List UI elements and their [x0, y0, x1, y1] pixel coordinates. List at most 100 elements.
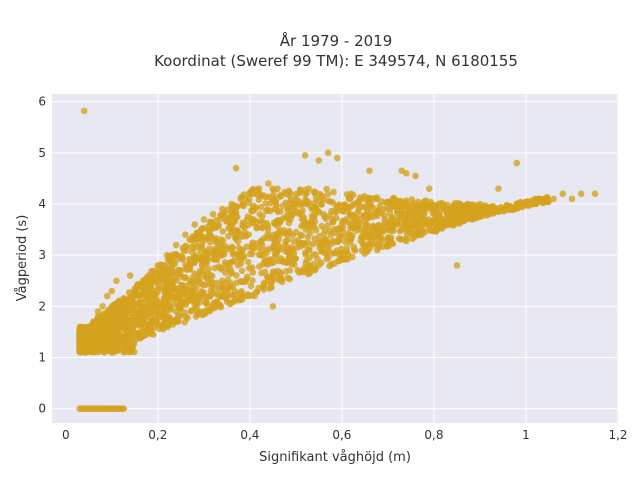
data-point [237, 260, 245, 267]
data-point [261, 259, 268, 266]
data-point [117, 405, 125, 413]
data-point [112, 336, 119, 344]
data-point [148, 290, 155, 297]
data-point [317, 259, 325, 267]
data-point [140, 291, 147, 299]
data-point [92, 343, 99, 351]
data-point [206, 271, 214, 279]
data-point [263, 249, 270, 257]
data-point [403, 221, 410, 228]
data-point [248, 207, 255, 215]
data-point [288, 212, 295, 220]
data-point [265, 180, 272, 187]
data-point [329, 216, 337, 223]
data-point [258, 237, 265, 244]
data-point [412, 172, 419, 180]
data-point [237, 195, 244, 203]
data-point [297, 267, 305, 275]
data-point [217, 211, 224, 219]
data-point [282, 268, 290, 275]
data-point [400, 202, 408, 209]
data-point [135, 334, 143, 342]
data-point [201, 294, 208, 301]
data-point [178, 297, 185, 305]
data-point [200, 254, 207, 262]
data-point [255, 185, 263, 192]
data-point [103, 338, 111, 346]
data-point [107, 318, 115, 326]
data-point [559, 190, 567, 198]
data-point [371, 212, 379, 219]
data-point [291, 255, 299, 262]
data-point [145, 301, 152, 309]
data-point [90, 318, 97, 326]
data-point [239, 222, 246, 229]
data-point [154, 289, 161, 296]
data-point [138, 329, 145, 336]
data-point [105, 328, 113, 336]
data-point [338, 221, 346, 228]
data-point [122, 313, 129, 320]
data-point [402, 216, 409, 223]
data-point [302, 249, 309, 256]
x-tick-label: 0,4 [240, 428, 259, 442]
data-point [439, 216, 447, 223]
x-axis-label: Signifikant våghöjd (m) [259, 450, 411, 465]
data-point [316, 190, 324, 198]
data-point [179, 256, 186, 264]
data-points [76, 107, 599, 413]
data-point [568, 195, 576, 203]
data-point [233, 272, 240, 279]
data-point [179, 244, 187, 252]
data-point [279, 202, 287, 210]
data-point [211, 284, 218, 292]
data-point [229, 220, 236, 227]
data-point [324, 149, 332, 157]
data-point [406, 228, 414, 236]
data-point [80, 107, 88, 115]
data-point [329, 237, 337, 245]
data-point [126, 293, 134, 301]
data-point [288, 260, 296, 268]
data-point [304, 233, 312, 241]
data-point [249, 250, 256, 258]
data-point [212, 237, 220, 244]
data-point [365, 240, 373, 247]
data-point [438, 224, 445, 232]
data-point [305, 185, 312, 192]
data-point [249, 269, 257, 276]
data-point [244, 291, 251, 298]
data-point [283, 190, 291, 198]
x-tick-label: 1,2 [608, 428, 627, 442]
data-point [184, 289, 192, 296]
data-point [218, 280, 226, 288]
data-point [257, 203, 265, 211]
data-point [232, 164, 240, 172]
data-point [177, 303, 185, 310]
data-point [381, 212, 388, 220]
data-point [129, 323, 137, 330]
data-point [171, 260, 179, 267]
data-point [259, 212, 266, 220]
data-point [310, 188, 318, 195]
data-point [427, 226, 434, 234]
data-point [222, 218, 230, 225]
data-point [203, 249, 210, 256]
data-point [341, 201, 348, 208]
x-tick-label: 0,2 [148, 428, 167, 442]
data-point [157, 311, 165, 319]
data-point [282, 237, 290, 245]
data-point [125, 340, 132, 348]
data-point [99, 344, 106, 351]
data-point [255, 284, 262, 292]
data-point [235, 244, 243, 251]
data-point [268, 195, 276, 202]
data-point [255, 263, 263, 270]
data-point [230, 298, 238, 305]
data-point [175, 266, 182, 274]
data-point [114, 318, 122, 326]
data-point [117, 333, 125, 341]
data-point [140, 278, 148, 286]
data-point [154, 277, 162, 285]
data-point [362, 222, 369, 230]
